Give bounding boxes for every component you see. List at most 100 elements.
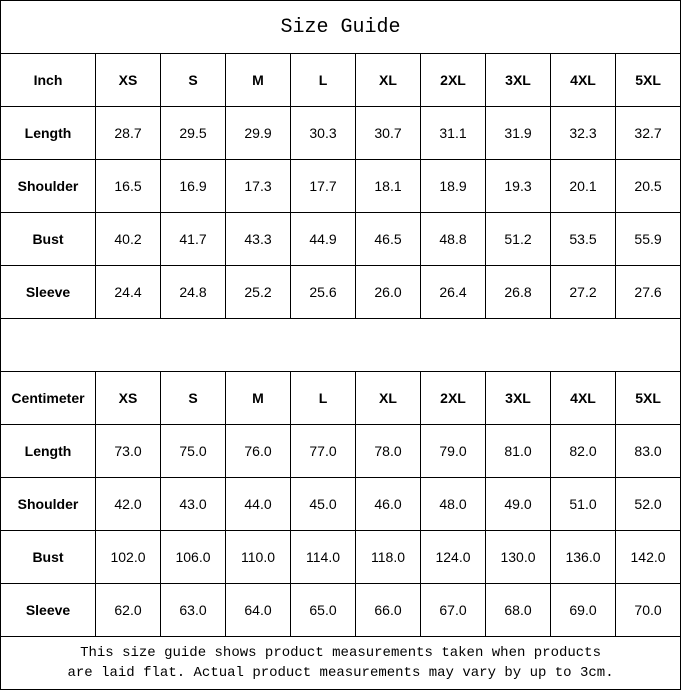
measurement-cell: 52.0 bbox=[614, 477, 682, 531]
measurement-cell: 110.0 bbox=[225, 530, 291, 584]
measurement-cell: 42.0 bbox=[95, 477, 161, 531]
table-row: Bust 40.2 41.7 43.3 44.9 46.5 48.8 51.2 53.5 55.9 bbox=[0, 212, 682, 266]
measurement-cell: 78.0 bbox=[355, 424, 421, 478]
measurement-cell: 30.3 bbox=[290, 106, 356, 160]
measurement-cell: 26.4 bbox=[420, 265, 486, 319]
row-label: Bust bbox=[0, 530, 96, 584]
measurement-cell: 29.5 bbox=[160, 106, 226, 160]
row-label: Bust bbox=[0, 212, 96, 266]
measurement-cell: 142.0 bbox=[614, 530, 682, 584]
measurement-cell: 51.2 bbox=[485, 212, 551, 266]
measurement-cell: 17.3 bbox=[225, 159, 291, 213]
unit-header: Centimeter bbox=[0, 371, 96, 425]
page-title: Size Guide bbox=[0, 0, 682, 54]
measurement-cell: 28.7 bbox=[95, 106, 161, 160]
measurement-cell: 30.7 bbox=[355, 106, 421, 160]
measurement-cell: 48.0 bbox=[420, 477, 486, 531]
table-row: Length 73.0 75.0 76.0 77.0 78.0 79.0 81.0 82.0 83… bbox=[0, 424, 682, 478]
measurement-cell: 32.3 bbox=[550, 106, 616, 160]
measurement-cell: 69.0 bbox=[550, 583, 616, 637]
measurement-cell: 18.1 bbox=[355, 159, 421, 213]
measurement-cell: 65.0 bbox=[290, 583, 356, 637]
measurement-cell: 79.0 bbox=[420, 424, 486, 478]
measurement-cell: 40.2 bbox=[95, 212, 161, 266]
spacer-cell bbox=[0, 318, 682, 372]
measurement-cell: 31.1 bbox=[420, 106, 486, 160]
header-row: Inch XS S M L XL 2XL 3XL 4XL 5XL bbox=[0, 53, 682, 107]
measurement-cell: 25.2 bbox=[225, 265, 291, 319]
measurement-cell: 73.0 bbox=[95, 424, 161, 478]
size-header: 5XL bbox=[614, 371, 682, 425]
measurement-cell: 20.5 bbox=[614, 159, 682, 213]
measurement-cell: 64.0 bbox=[225, 583, 291, 637]
measurement-cell: 27.6 bbox=[614, 265, 682, 319]
measurement-cell: 136.0 bbox=[550, 530, 616, 584]
size-header: L bbox=[290, 371, 356, 425]
table-row: Sleeve 24.4 24.8 25.2 25.6 26.0 26.4 26.8 27.2 27… bbox=[0, 265, 682, 319]
measurement-cell: 130.0 bbox=[485, 530, 551, 584]
measurement-cell: 45.0 bbox=[290, 477, 356, 531]
measurement-cell: 46.5 bbox=[355, 212, 421, 266]
measurement-cell: 27.2 bbox=[550, 265, 616, 319]
measurement-cell: 31.9 bbox=[485, 106, 551, 160]
measurement-cell: 62.0 bbox=[95, 583, 161, 637]
measurement-cell: 124.0 bbox=[420, 530, 486, 584]
measurement-cell: 46.0 bbox=[355, 477, 421, 531]
size-header: 5XL bbox=[614, 53, 682, 107]
measurement-cell: 51.0 bbox=[550, 477, 616, 531]
measurement-cell: 43.3 bbox=[225, 212, 291, 266]
measurement-cell: 102.0 bbox=[95, 530, 161, 584]
note-text: This size guide shows product measuremen… bbox=[0, 636, 682, 690]
measurement-cell: 63.0 bbox=[160, 583, 226, 637]
measurement-cell: 81.0 bbox=[485, 424, 551, 478]
table-row: Shoulder 42.0 43.0 44.0 45.0 46.0 48.0 49.0 51.0… bbox=[0, 477, 682, 531]
size-header: XS bbox=[95, 53, 161, 107]
size-header: 4XL bbox=[550, 371, 616, 425]
size-header: 3XL bbox=[485, 53, 551, 107]
size-header: 3XL bbox=[485, 371, 551, 425]
measurement-cell: 25.6 bbox=[290, 265, 356, 319]
measurement-cell: 26.8 bbox=[485, 265, 551, 319]
measurement-cell: 75.0 bbox=[160, 424, 226, 478]
size-header: XL bbox=[355, 371, 421, 425]
measurement-cell: 44.0 bbox=[225, 477, 291, 531]
measurement-cell: 26.0 bbox=[355, 265, 421, 319]
measurement-cell: 83.0 bbox=[614, 424, 682, 478]
measurement-cell: 67.0 bbox=[420, 583, 486, 637]
measurement-cell: 77.0 bbox=[290, 424, 356, 478]
note-line: are laid flat. Actual product measuremen… bbox=[67, 665, 614, 681]
measurement-cell: 55.9 bbox=[614, 212, 682, 266]
measurement-cell: 20.1 bbox=[550, 159, 616, 213]
size-header: S bbox=[160, 53, 226, 107]
size-header: M bbox=[225, 53, 291, 107]
measurement-cell: 16.5 bbox=[95, 159, 161, 213]
header-row: Centimeter XS S M L XL 2XL 3XL 4XL 5XL bbox=[0, 371, 682, 425]
table-row: Length 28.7 29.5 29.9 30.3 30.7 31.1 31.9 32.3 32… bbox=[0, 106, 682, 160]
row-label: Length bbox=[0, 424, 96, 478]
table-row: Bust 102.0 106.0 110.0 114.0 118.0 124.0 130.0 1… bbox=[0, 530, 682, 584]
table-row: Sleeve 62.0 63.0 64.0 65.0 66.0 67.0 68.0 69.0 70… bbox=[0, 583, 682, 637]
size-header: 4XL bbox=[550, 53, 616, 107]
measurement-cell: 43.0 bbox=[160, 477, 226, 531]
unit-header: Inch bbox=[0, 53, 96, 107]
measurement-cell: 118.0 bbox=[355, 530, 421, 584]
size-header: 2XL bbox=[420, 53, 486, 107]
row-label: Sleeve bbox=[0, 583, 96, 637]
note-row: This size guide shows product measuremen… bbox=[0, 636, 682, 690]
size-header: 2XL bbox=[420, 371, 486, 425]
measurement-cell: 68.0 bbox=[485, 583, 551, 637]
size-header: L bbox=[290, 53, 356, 107]
measurement-cell: 82.0 bbox=[550, 424, 616, 478]
measurement-cell: 32.7 bbox=[614, 106, 682, 160]
measurement-cell: 24.4 bbox=[95, 265, 161, 319]
row-label: Sleeve bbox=[0, 265, 96, 319]
table-row: Shoulder 16.5 16.9 17.3 17.7 18.1 18.9 19.3 20.1… bbox=[0, 159, 682, 213]
measurement-cell: 48.8 bbox=[420, 212, 486, 266]
measurement-cell: 76.0 bbox=[225, 424, 291, 478]
spacer-row bbox=[0, 318, 682, 372]
measurement-cell: 114.0 bbox=[290, 530, 356, 584]
measurement-cell: 41.7 bbox=[160, 212, 226, 266]
measurement-cell: 49.0 bbox=[485, 477, 551, 531]
measurement-cell: 70.0 bbox=[614, 583, 682, 637]
